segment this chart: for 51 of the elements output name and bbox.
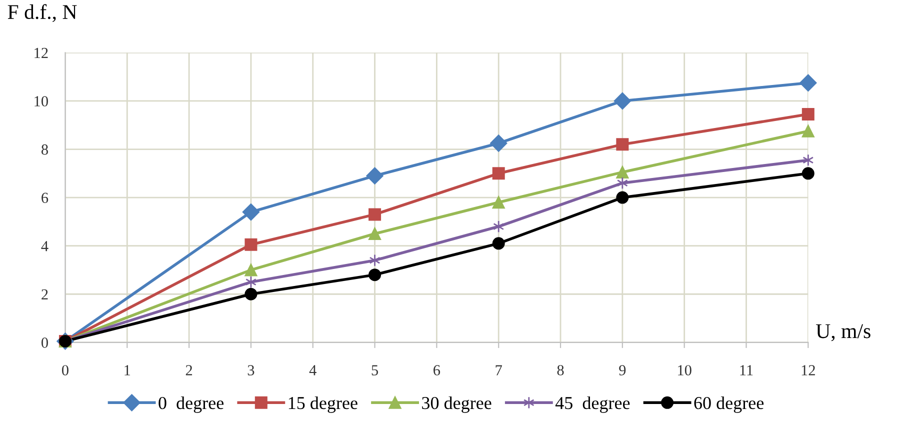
point	[802, 124, 814, 138]
point	[616, 166, 629, 178]
x-tick-label: 7	[496, 365, 502, 376]
legend-label: 45 degree	[555, 396, 630, 413]
x-tick-label: 5	[372, 365, 378, 376]
point	[800, 74, 817, 92]
point	[492, 167, 505, 180]
point	[244, 264, 258, 276]
point	[616, 191, 629, 204]
x-tick-label: 3	[248, 365, 254, 376]
x-tick-label: 12	[802, 365, 815, 376]
legend-label: 30 degree	[422, 396, 492, 413]
y-tick-label: 10	[34, 96, 48, 106]
x-tick-label: 2	[186, 365, 192, 376]
point	[802, 154, 814, 166]
y-tick-label: 8	[42, 144, 48, 155]
point	[366, 167, 384, 184]
y-tick-label: 6	[42, 192, 48, 203]
legend-label: 60 degree	[694, 396, 764, 413]
y-axis-title: F d.f., N	[8, 4, 77, 22]
legend-label: 15 degree	[288, 396, 358, 413]
x-tick-label: 10	[678, 365, 692, 376]
y-tick-label: 2	[42, 289, 48, 300]
x-tick-label: 0	[62, 365, 68, 376]
point	[242, 203, 260, 221]
point	[369, 254, 380, 267]
x-tick-label: 8	[557, 365, 564, 376]
point	[616, 138, 629, 151]
point	[244, 288, 258, 300]
point	[368, 268, 382, 282]
legend-label: 0 degree	[158, 396, 224, 413]
x-tick-label: 11	[740, 365, 753, 376]
x-tick-label: 9	[619, 365, 626, 376]
point	[492, 237, 505, 250]
point	[490, 134, 508, 152]
point	[614, 92, 631, 110]
point	[616, 176, 628, 190]
point	[493, 220, 504, 233]
point	[368, 208, 382, 221]
x-axis-title: U, m/s	[816, 324, 870, 342]
point	[368, 228, 382, 240]
x-tick-label: 1	[124, 365, 130, 376]
point	[802, 108, 814, 120]
point	[244, 238, 258, 251]
y-tick-label: 0	[42, 338, 48, 348]
point	[492, 196, 505, 209]
point	[802, 167, 814, 180]
x-tick-label: 6	[434, 365, 440, 376]
x-tick-label: 4	[309, 365, 316, 376]
y-tick-label: 4	[41, 241, 48, 252]
y-tick-label: 12	[34, 48, 48, 58]
